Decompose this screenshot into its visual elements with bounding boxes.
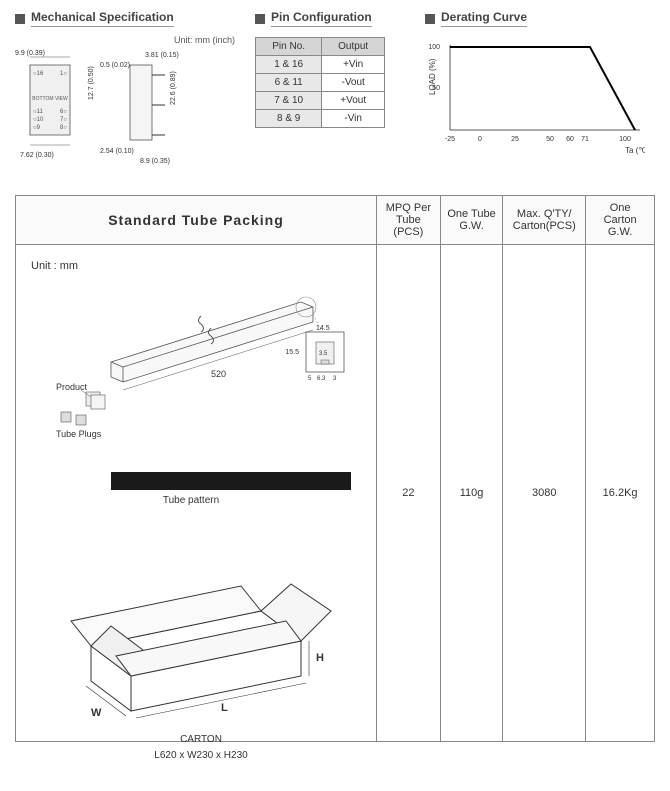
svg-text:520: 520	[211, 369, 226, 379]
tube-pattern-bar	[111, 472, 351, 490]
svg-text:Product: Product	[56, 382, 88, 392]
svg-text:BOTTOM VIEW: BOTTOM VIEW	[32, 96, 68, 102]
svg-text:○9: ○9	[33, 125, 41, 131]
packing-diagram-cell: Unit : mm	[16, 245, 377, 742]
pin-cell: 8 & 9	[256, 110, 322, 128]
pin-cell: +Vout	[322, 92, 385, 110]
packing-value: 22	[377, 245, 441, 742]
pin-config-section: Pin Configuration Pin No. Output 1 & 16+…	[255, 10, 405, 175]
svg-text:100: 100	[428, 44, 440, 51]
svg-text:○16: ○16	[33, 71, 44, 77]
carton-title: CARTON	[91, 734, 311, 745]
svg-text:71: 71	[581, 136, 589, 143]
svg-text:0.5 (0.02): 0.5 (0.02)	[100, 62, 130, 69]
bullet-icon	[15, 14, 25, 24]
svg-text:15.5: 15.5	[285, 349, 299, 356]
pin-cell: -Vout	[322, 74, 385, 92]
svg-text:9.9 (0.39): 9.9 (0.39)	[15, 50, 45, 57]
pin-cell: 7 & 10	[256, 92, 322, 110]
svg-text:○11: ○11	[33, 109, 44, 115]
packing-value: 3080	[503, 245, 586, 742]
svg-text:22.6 (0.89): 22.6 (0.89)	[170, 71, 177, 105]
svg-text:W: W	[91, 707, 102, 719]
packing-header: MPQ Per Tube (PCS)	[377, 196, 441, 245]
svg-text:Ta (℃): Ta (℃)	[625, 146, 645, 155]
svg-text:L: L	[221, 702, 228, 714]
derating-title: Derating Curve	[441, 10, 527, 27]
svg-text:1○: 1○	[60, 71, 67, 77]
pin-header: Output	[322, 38, 385, 56]
svg-text:0: 0	[478, 136, 482, 143]
derating-section: Derating Curve LOAD (%) 100 50 -25 0 25 …	[425, 10, 645, 175]
svg-text:8.9 (0.35): 8.9 (0.35)	[140, 158, 170, 165]
svg-text:H: H	[316, 652, 324, 664]
packing-header: One Tube G.W.	[440, 196, 503, 245]
bullet-icon	[255, 14, 265, 24]
pin-cell: +Vin	[322, 56, 385, 74]
svg-text:3.5: 3.5	[319, 351, 328, 357]
mechanical-spec-section: Mechanical Specification Unit: mm (inch)…	[15, 10, 235, 175]
packing-unit: Unit : mm	[31, 260, 361, 272]
svg-text:14.5: 14.5	[316, 325, 330, 332]
mech-drawing: ○16 1○ BOTTOM VIEW ○11 6○ ○10 7○ ○9 8○ 9…	[15, 45, 235, 175]
svg-text:7.62 (0.30): 7.62 (0.30)	[20, 152, 54, 159]
svg-text:5: 5	[308, 376, 312, 382]
carton-dims: L620 x W230 x H230	[91, 750, 311, 761]
svg-text:3.81 (0.15): 3.81 (0.15)	[145, 52, 179, 59]
svg-text:8○: 8○	[60, 125, 67, 131]
carton-drawing: H L W CARTON L620 x W230 x H230	[61, 526, 361, 726]
pin-cell: 1 & 16	[256, 56, 322, 74]
svg-text:7○: 7○	[60, 117, 67, 123]
pin-table: Pin No. Output 1 & 16+Vin 6 & 11-Vout 7 …	[255, 37, 385, 128]
tube-pattern-label: Tube pattern	[71, 495, 311, 506]
pin-header: Pin No.	[256, 38, 322, 56]
svg-text:60: 60	[566, 136, 574, 143]
packing-value: 16.2Kg	[586, 245, 655, 742]
svg-text:12.7 (0.50): 12.7 (0.50)	[88, 66, 95, 100]
svg-text:○10: ○10	[33, 117, 44, 123]
packing-value: 110g	[440, 245, 503, 742]
mech-unit: Unit: mm (inch)	[15, 35, 235, 45]
packing-header: Max. Q'TY/ Carton(PCS)	[503, 196, 586, 245]
tube-drawing: 14.5 15.5 3.5 5 6.3 3 520 Product	[51, 282, 361, 462]
svg-text:100: 100	[619, 136, 631, 143]
packing-table: Standard Tube Packing MPQ Per Tube (PCS)…	[15, 195, 655, 742]
pin-title: Pin Configuration	[271, 10, 372, 27]
derating-chart: LOAD (%) 100 50 -25 0 25 50 60 71 100 Ta…	[425, 35, 625, 145]
bullet-icon	[425, 14, 435, 24]
svg-text:2.54 (0.10): 2.54 (0.10)	[100, 148, 134, 155]
packing-title: Standard Tube Packing	[16, 196, 377, 245]
mech-title: Mechanical Specification	[31, 10, 174, 27]
svg-text:50: 50	[546, 136, 554, 143]
pin-cell: -Vin	[322, 110, 385, 128]
svg-text:Tube Plugs: Tube Plugs	[56, 429, 102, 439]
svg-text:50: 50	[432, 85, 440, 92]
svg-text:6.3: 6.3	[317, 376, 326, 382]
pin-cell: 6 & 11	[256, 74, 322, 92]
svg-text:-25: -25	[445, 136, 455, 143]
svg-text:3: 3	[333, 376, 337, 382]
svg-text:25: 25	[511, 136, 519, 143]
packing-header: One Carton G.W.	[586, 196, 655, 245]
svg-text:6○: 6○	[60, 109, 67, 115]
